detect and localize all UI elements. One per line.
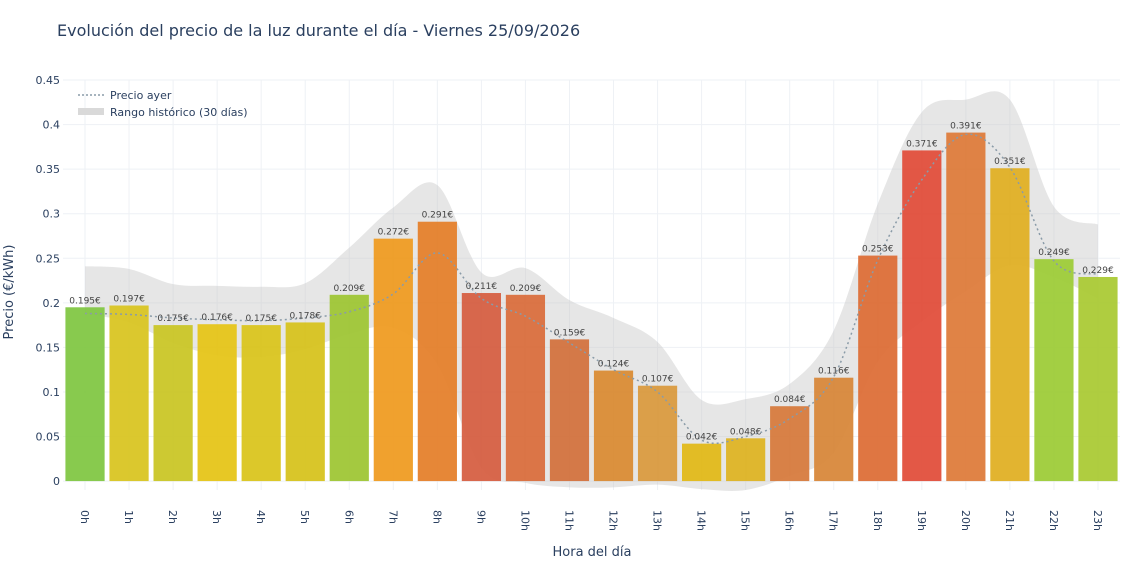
bar-21h[interactable] — [990, 168, 1030, 482]
bar-9h[interactable] — [461, 293, 501, 482]
bar-label-20h: 0.391€ — [950, 122, 982, 132]
x-tick-label: 14h — [695, 510, 708, 531]
bar-14h[interactable] — [682, 443, 722, 482]
bar-label-9h: 0.211€ — [466, 282, 498, 292]
y-tick-label: 0.2 — [43, 297, 61, 310]
chart-title: Evolución del precio de la luz durante e… — [57, 21, 581, 40]
y-axis-title: Precio (€/kWh) — [2, 245, 17, 340]
bar-1h[interactable] — [109, 305, 149, 482]
bar-label-15h: 0.048€ — [730, 427, 762, 437]
bar-label-6h: 0.209€ — [334, 284, 366, 294]
y-tick-label: 0.4 — [43, 119, 61, 132]
legend: Precio ayer Rango histórico (30 días) — [78, 89, 248, 119]
x-tick-label: 11h — [562, 510, 575, 531]
y-tick-label: 0.35 — [36, 163, 61, 176]
bar-label-3h: 0.176€ — [201, 313, 233, 323]
bar-label-8h: 0.291€ — [422, 211, 454, 221]
bar-22h[interactable] — [1034, 259, 1074, 482]
bar-20h[interactable] — [946, 132, 986, 482]
bar-label-10h: 0.209€ — [510, 284, 542, 294]
bar-2h[interactable] — [153, 325, 193, 482]
bar-8h[interactable] — [417, 221, 457, 482]
x-tick-label: 23h — [1091, 510, 1104, 531]
x-tick-label: 18h — [871, 510, 884, 531]
x-axis-title: Hora del día — [553, 545, 632, 560]
bar-4h[interactable] — [241, 325, 281, 482]
y-tick-label: 0.05 — [36, 431, 61, 444]
bar-label-11h: 0.159€ — [554, 328, 586, 338]
bar-label-12h: 0.124€ — [598, 360, 630, 370]
bar-data-labels: 0.195€ 0.197€ 0.175€ 0.176€ 0.175€ 0.178€ 0.20… — [69, 122, 1114, 443]
bar-label-2h: 0.175€ — [157, 314, 189, 324]
bar-label-7h: 0.272€ — [378, 228, 410, 238]
x-tick-label: 6h — [342, 510, 355, 524]
legend-entry-yesterday[interactable]: Precio ayer — [110, 89, 172, 102]
x-tick-label: 13h — [651, 510, 664, 531]
x-tick-label: 3h — [210, 510, 223, 524]
bar-6h[interactable] — [329, 294, 369, 482]
historic-range-band — [85, 91, 1098, 491]
x-tick-label: 0h — [78, 510, 91, 524]
bar-13h[interactable] — [637, 385, 678, 482]
bar-12h[interactable] — [593, 370, 634, 482]
bar-label-4h: 0.175€ — [245, 314, 277, 324]
x-tick-label: 1h — [122, 510, 135, 524]
bar-label-14h: 0.042€ — [686, 433, 718, 443]
x-tick-label: 17h — [827, 510, 840, 531]
bar-label-21h: 0.351€ — [994, 157, 1026, 167]
x-tick-label: 12h — [607, 510, 620, 531]
bar-15h[interactable] — [726, 438, 766, 482]
x-tick-label: 4h — [254, 510, 267, 524]
x-tick-label: 2h — [166, 510, 179, 524]
yesterday-price-line — [85, 133, 1099, 444]
bar-17h[interactable] — [814, 377, 854, 482]
y-tick-label: 0.25 — [36, 252, 61, 265]
bar-19h[interactable] — [902, 150, 942, 482]
bar-label-16h: 0.084€ — [774, 395, 806, 405]
y-tick-label: 0.1 — [43, 386, 61, 399]
bar-label-13h: 0.107€ — [642, 375, 674, 385]
legend-entry-historic-range[interactable]: Rango histórico (30 días) — [110, 106, 248, 119]
bar-label-0h: 0.195€ — [69, 296, 101, 306]
y-tick-label: 0.3 — [43, 208, 61, 221]
bars — [65, 132, 1118, 482]
bar-5h[interactable] — [285, 322, 325, 482]
yesterday-price-path — [85, 133, 1099, 444]
y-axis-ticks: 0 0.05 0.1 0.15 0.2 0.25 0.3 0.35 0.4 0.45 — [36, 74, 61, 488]
x-tick-label: 15h — [739, 510, 752, 531]
x-tick-label: 19h — [915, 510, 928, 531]
bar-label-23h: 0.229€ — [1082, 266, 1114, 276]
x-tick-label: 7h — [386, 510, 399, 524]
bar-10h[interactable] — [505, 294, 546, 482]
bar-label-17h: 0.116€ — [818, 367, 850, 377]
bar-label-5h: 0.178€ — [289, 311, 321, 321]
x-tick-label: 5h — [298, 510, 311, 524]
bar-7h[interactable] — [373, 238, 413, 482]
x-axis-ticks: 0h 1h 2h 3h 4h 5h 6h 7h 8h 9h 10h 11h 12h 13h 14h 15h 16… — [78, 510, 1104, 531]
y-tick-label: 0.15 — [36, 341, 61, 354]
historic-range-area — [85, 91, 1098, 491]
bar-label-18h: 0.253€ — [862, 245, 894, 255]
x-tick-label: 21h — [1003, 510, 1016, 531]
bar-label-22h: 0.249€ — [1038, 248, 1070, 258]
bar-11h[interactable] — [549, 339, 590, 482]
bar-0h[interactable] — [65, 307, 105, 482]
y-tick-label: 0.45 — [36, 74, 61, 87]
bar-3h[interactable] — [197, 324, 237, 482]
x-tick-label: 16h — [783, 510, 796, 531]
x-tick-label: 8h — [430, 510, 443, 524]
x-tick-label: 20h — [959, 510, 972, 531]
bar-label-19h: 0.371€ — [906, 139, 938, 149]
bar-label-1h: 0.197€ — [113, 295, 145, 305]
legend-band-swatch — [78, 108, 104, 115]
y-tick-label: 0 — [53, 475, 60, 488]
bar-23h[interactable] — [1078, 276, 1118, 482]
bar-16h[interactable] — [770, 406, 810, 482]
x-tick-label: 9h — [474, 510, 487, 524]
x-tick-label: 10h — [518, 510, 531, 531]
bar-18h[interactable] — [858, 255, 898, 482]
x-tick-label: 22h — [1047, 510, 1060, 531]
